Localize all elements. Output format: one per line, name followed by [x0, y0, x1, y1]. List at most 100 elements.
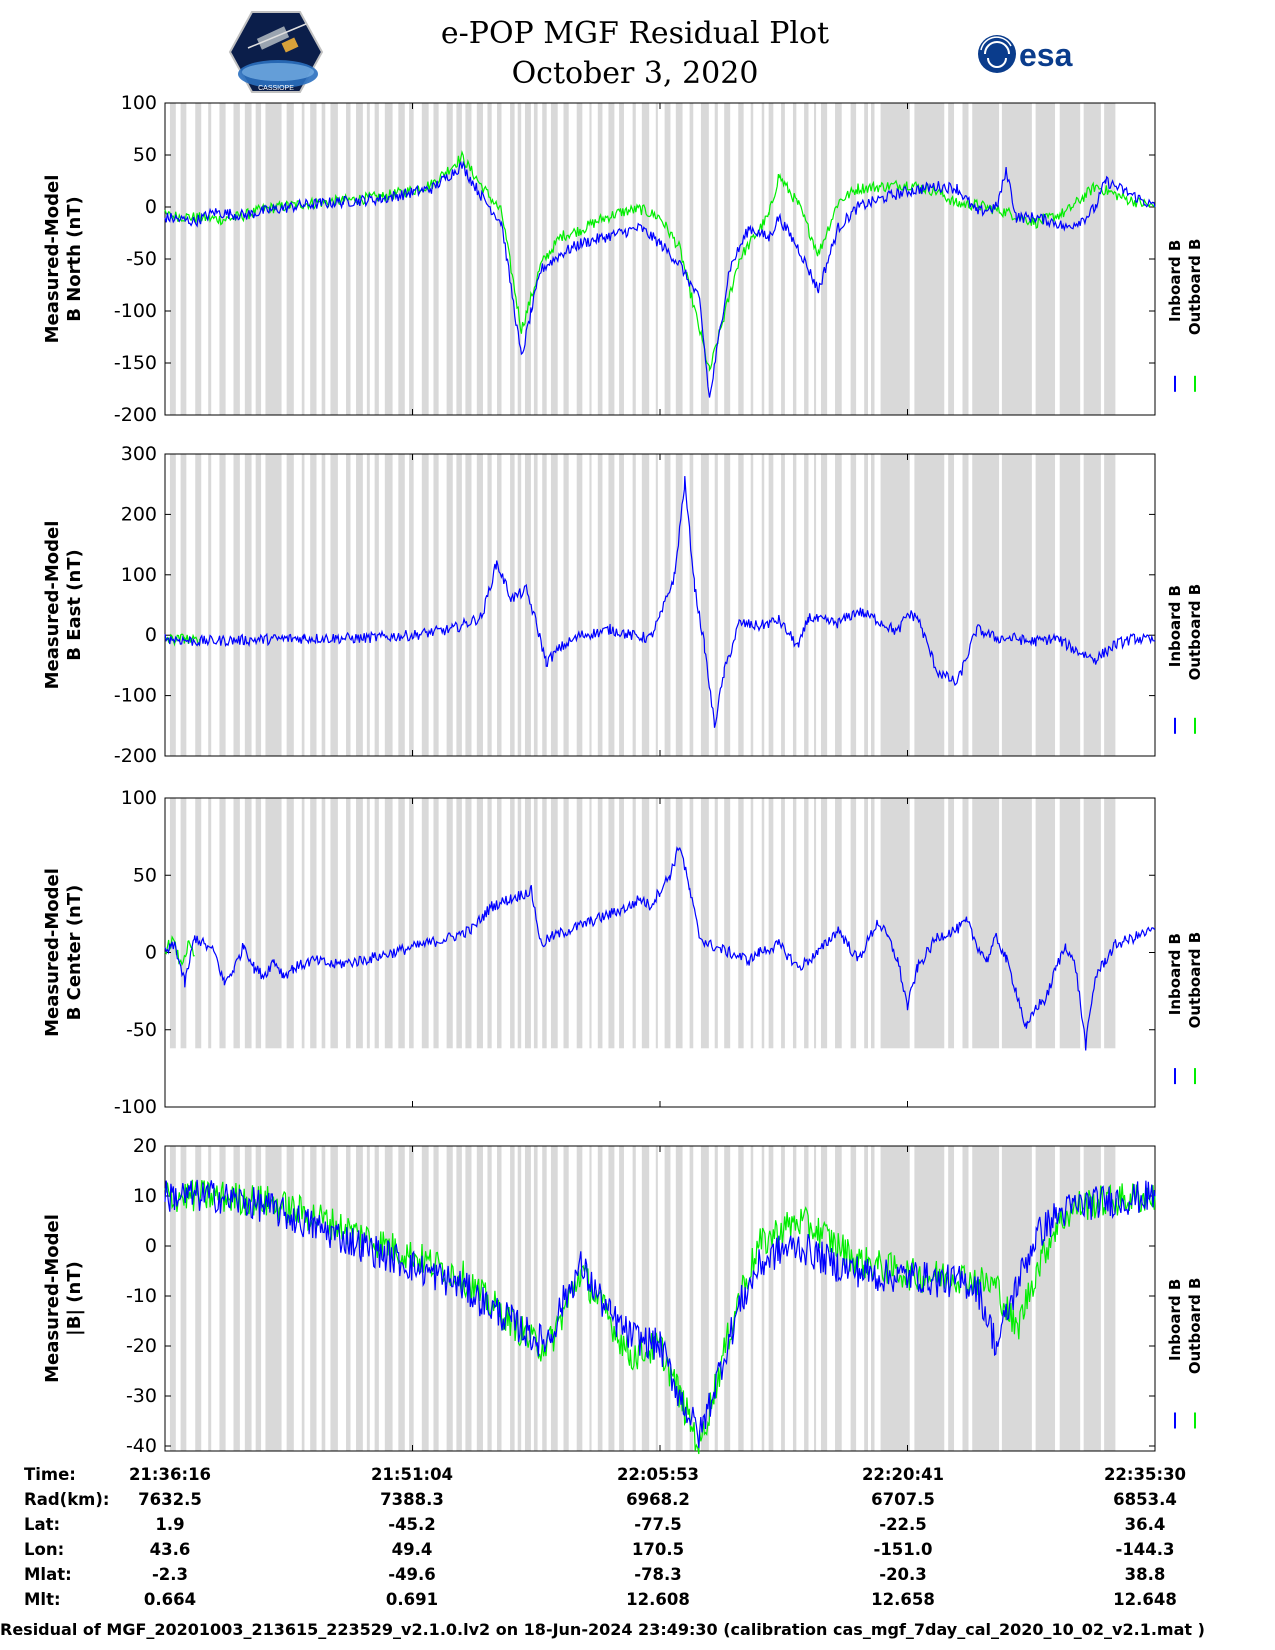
cassiope-logo-text: CASSIOPE: [258, 85, 294, 92]
shading-band: [524, 798, 531, 1049]
shading-band: [233, 798, 240, 1049]
shading-band: [972, 454, 1000, 756]
shading-bands: [169, 1146, 1116, 1451]
shading-band: [870, 798, 875, 1049]
shading-band: [497, 454, 502, 756]
shading-band: [301, 1146, 305, 1451]
shading-band: [597, 103, 603, 415]
shading-band: [835, 798, 842, 1049]
shading-band: [597, 798, 603, 1049]
shading-band: [310, 103, 317, 415]
shading-band: [301, 103, 305, 415]
shading-band: [233, 1146, 240, 1451]
shading-band: [219, 798, 226, 1049]
shading-band: [804, 103, 809, 415]
shading-band: [948, 103, 955, 415]
shading-band: [619, 454, 624, 756]
shading-band: [497, 103, 502, 415]
shading-band: [608, 103, 615, 415]
y-tick-label: -40: [126, 1435, 157, 1457]
shading-band: [750, 798, 754, 1049]
shading-band: [972, 798, 1000, 1049]
shading-band: [330, 454, 338, 756]
shading-band: [880, 1146, 910, 1451]
shading-band: [689, 798, 694, 1049]
panel-b-magnitude: 20 10 0 -10 -20 -30 -40 Measured-Model |B| (nT) I…: [42, 1135, 1204, 1457]
shading-band: [476, 454, 483, 756]
legend-label-inboard: Inboard B: [1166, 585, 1184, 667]
shading-band: [576, 1146, 583, 1451]
legend: Inboard B Outboard B: [1166, 1278, 1204, 1429]
shading-band: [608, 798, 615, 1049]
mlt-value: 12.658: [871, 1590, 935, 1609]
shading-band: [870, 454, 875, 756]
shading-band: [850, 454, 857, 756]
shading-band: [804, 454, 809, 756]
shading-band: [286, 798, 294, 1049]
shading-band: [1001, 798, 1032, 1049]
rad-value: 6968.2: [626, 1490, 690, 1509]
legend-label-inboard: Inboard B: [1166, 1279, 1184, 1361]
legend: Inboard B Outboard B: [1166, 239, 1204, 392]
legend-label-outboard: Outboard B: [1186, 1278, 1204, 1375]
shading-band: [409, 454, 414, 756]
shading-band: [195, 103, 202, 415]
shading-band: [724, 1146, 731, 1451]
info-row-lon: Lon: 43.6 49.4 170.5 -151.0 -144.3: [0, 1540, 1275, 1564]
shading-band: [384, 1146, 393, 1451]
y-tick-label: -200: [114, 404, 157, 426]
shading-band: [1104, 798, 1116, 1049]
shading-band: [208, 454, 212, 756]
shading-band: [814, 454, 817, 756]
shading-band: [632, 454, 636, 756]
shading-band: [346, 1146, 351, 1451]
shading-band: [233, 103, 240, 415]
shading-band: [446, 1146, 453, 1451]
shading-band: [433, 1146, 439, 1451]
shading-band: [433, 454, 439, 756]
shading-band: [814, 798, 817, 1049]
shading-band: [864, 1146, 868, 1451]
y-tick-label: -30: [126, 1385, 157, 1407]
info-row-time: Time: 21:36:16 21:51:04 22:05:53 22:20:4…: [0, 1465, 1275, 1489]
shading-band: [962, 103, 969, 415]
shading-band: [366, 103, 370, 415]
esa-logo-text: esa: [1019, 37, 1073, 73]
shading-band: [761, 798, 765, 1049]
shading-band: [870, 103, 875, 415]
shading-band: [675, 103, 683, 415]
shading-band: [576, 454, 583, 756]
shading-band: [761, 454, 765, 756]
shading-band: [533, 454, 538, 756]
shading-band: [421, 103, 429, 415]
time-value: 21:36:16: [128, 1465, 212, 1484]
shading-band: [962, 454, 969, 756]
mlt-value: 12.648: [1113, 1590, 1177, 1609]
shading-band: [219, 103, 226, 415]
shading-band: [524, 103, 531, 415]
shading-band: [714, 103, 718, 415]
y-tick-label: 0: [145, 942, 157, 964]
shading-band: [542, 1146, 547, 1451]
shading-band: [533, 103, 538, 415]
shading-band: [265, 798, 282, 1049]
shading-band: [487, 1146, 492, 1451]
shading-band: [255, 1146, 262, 1451]
shading-band: [563, 798, 569, 1049]
shading-band: [398, 1146, 405, 1451]
shading-band: [219, 1146, 226, 1451]
shading-band: [664, 798, 671, 1049]
shading-band: [321, 454, 326, 756]
shading-band: [1001, 454, 1032, 756]
mlat-label: Mlat:: [24, 1565, 72, 1584]
shading-bands: [169, 454, 1116, 756]
shading-band: [366, 454, 370, 756]
mlat-value: -20.3: [879, 1565, 927, 1584]
shading-band: [310, 454, 317, 756]
shading-band: [768, 1146, 774, 1451]
shading-band: [301, 798, 305, 1049]
lon-value: 170.5: [631, 1540, 685, 1559]
shading-band: [533, 798, 538, 1049]
y-axis-label: Measured-Model: [42, 521, 63, 690]
shading-band: [255, 103, 262, 415]
